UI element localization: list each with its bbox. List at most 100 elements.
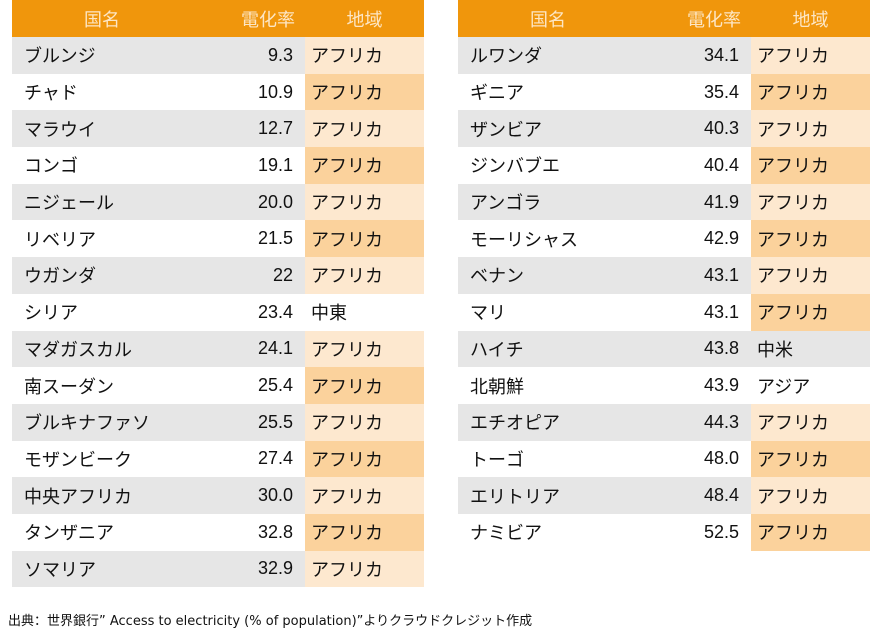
country-name: ジンバブエ (470, 156, 560, 178)
region: アフリカ (751, 73, 870, 111)
table-row: ジンバブエ 40.4 アフリカ (458, 147, 870, 184)
table-row: ザンビア 40.3 アフリカ (458, 110, 870, 148)
electrification-rate: 43.9 (703, 375, 739, 396)
electrification-rate: 40.4 (703, 154, 739, 175)
country-name: マダガスカル (24, 339, 132, 361)
table-header: 国名 電化率 地域 (458, 0, 870, 37)
region: アフリカ (305, 477, 424, 514)
electrification-rate: 48.4 (703, 485, 739, 506)
electrification-rate: 43.1 (703, 264, 739, 285)
electrification-rate: 32.9 (257, 558, 293, 579)
region: 中米 (757, 339, 793, 361)
country-name: マリ (470, 303, 506, 325)
region: アフリカ (305, 183, 424, 221)
table-row: ニジェール 20.0 アフリカ (12, 183, 424, 221)
table-header: 国名 電化率 地域 (12, 0, 424, 37)
table-row: シリア 23.4 中東 (12, 293, 424, 331)
electrification-rate: 43.1 (703, 301, 739, 322)
region: アフリカ (751, 183, 870, 221)
country-name: ソマリア (24, 559, 96, 581)
country-name: モーリシャス (470, 229, 578, 251)
table-row: エチオピア 44.3 アフリカ (458, 403, 870, 441)
region: アフリカ (305, 73, 424, 111)
country-name: ウガンダ (24, 266, 96, 288)
table-row: トーゴ 48.0 アフリカ (458, 440, 870, 478)
region: アフリカ (305, 440, 424, 478)
region: アフリカ (305, 110, 424, 148)
header-region: 地域 (346, 9, 383, 31)
country-name: マラウイ (24, 119, 96, 141)
region: アフリカ (305, 550, 424, 588)
region: アフリカ (751, 110, 870, 148)
header-rate: 電化率 (241, 9, 295, 31)
table-row: ブルキナファソ 25.5 アフリカ (12, 403, 424, 441)
electrification-rate: 21.5 (257, 228, 293, 249)
country-name: リベリア (24, 229, 96, 251)
country-name: ルワンダ (470, 46, 542, 68)
region: 中東 (311, 303, 347, 325)
country-name: ナミビア (470, 523, 542, 545)
electrification-rate: 23.4 (257, 301, 293, 322)
header-rate: 電化率 (687, 9, 741, 31)
country-name: 南スーダン (24, 376, 114, 398)
country-name: コンゴ (24, 156, 78, 178)
electrification-table-left: 国名 電化率 地域 ブルンジ 9.3 アフリカ チャド 10.9 アフリカ マラウイ 12.7 アフリ… (12, 0, 424, 588)
region: アフリカ (751, 477, 870, 514)
country-name: ザンビア (470, 119, 542, 141)
table-row: ギニア 35.4 アフリカ (458, 73, 870, 111)
electrification-rate: 9.3 (267, 44, 293, 65)
table-row: ハイチ 43.8 中米 (458, 330, 870, 368)
source-note: 出典：世界銀行” Access to electricity (% of pop… (8, 614, 533, 629)
electrification-table-right: 国名 電化率 地域 ルワンダ 34.1 アフリカ ギニア 35.4 アフリカ ザンビア 40.3 アフ… (458, 0, 870, 551)
region: アフリカ (751, 257, 870, 294)
region: アフリカ (305, 367, 424, 404)
country-name: シリア (24, 303, 78, 325)
electrification-rate: 52.5 (703, 521, 739, 542)
country-name: 北朝鮮 (470, 376, 524, 398)
electrification-rate: 43.8 (703, 338, 739, 359)
country-name: タンザニア (24, 523, 114, 545)
electrification-rate: 20.0 (257, 191, 293, 212)
country-name: ニジェール (24, 193, 114, 215)
table-row: アンゴラ 41.9 アフリカ (458, 183, 870, 221)
country-name: ギニア (470, 83, 524, 105)
table-row: 北朝鮮 43.9 アジア (458, 367, 870, 404)
country-name: トーゴ (470, 449, 524, 471)
electrification-rate: 44.3 (703, 411, 739, 432)
region: アフリカ (751, 440, 870, 478)
region: アフリカ (305, 220, 424, 258)
region: アフリカ (751, 513, 870, 551)
country-name: ブルキナファソ (24, 413, 150, 435)
electrification-rate: 34.1 (703, 44, 739, 65)
table-row: マリ 43.1 アフリカ (458, 293, 870, 331)
table-row: ナミビア 52.5 アフリカ (458, 513, 870, 551)
region: アフリカ (305, 147, 424, 184)
electrification-rate: 27.4 (257, 448, 293, 469)
electrification-rate: 25.4 (257, 375, 293, 396)
table-row: ルワンダ 34.1 アフリカ (458, 37, 870, 74)
table-row: コンゴ 19.1 アフリカ (12, 147, 424, 184)
table-row: ブルンジ 9.3 アフリカ (12, 37, 424, 74)
table-row: ソマリア 32.9 アフリカ (12, 550, 424, 588)
electrification-rate: 12.7 (257, 118, 293, 139)
electrification-rate: 24.1 (257, 338, 293, 359)
electrification-rate: 22 (272, 264, 293, 285)
electrification-rate: 10.9 (257, 81, 293, 102)
table-row: チャド 10.9 アフリカ (12, 73, 424, 111)
country-name: モザンビーク (24, 449, 132, 471)
header-name: 国名 (530, 9, 566, 31)
table-row: ベナン 43.1 アフリカ (458, 257, 870, 294)
table-row: タンザニア 32.8 アフリカ (12, 513, 424, 551)
country-name: ハイチ (470, 339, 524, 361)
table-row: ウガンダ 22 アフリカ (12, 257, 424, 294)
table-row: 南スーダン 25.4 アフリカ (12, 367, 424, 404)
electrification-rate: 32.8 (257, 521, 293, 542)
region: アフリカ (305, 330, 424, 368)
country-name: アンゴラ (470, 193, 542, 215)
region: アジア (757, 376, 811, 398)
table-row: モーリシャス 42.9 アフリカ (458, 220, 870, 258)
region: アフリカ (751, 403, 870, 441)
header-region: 地域 (792, 9, 829, 31)
table-row: エリトリア 48.4 アフリカ (458, 477, 870, 514)
region: アフリカ (751, 147, 870, 184)
